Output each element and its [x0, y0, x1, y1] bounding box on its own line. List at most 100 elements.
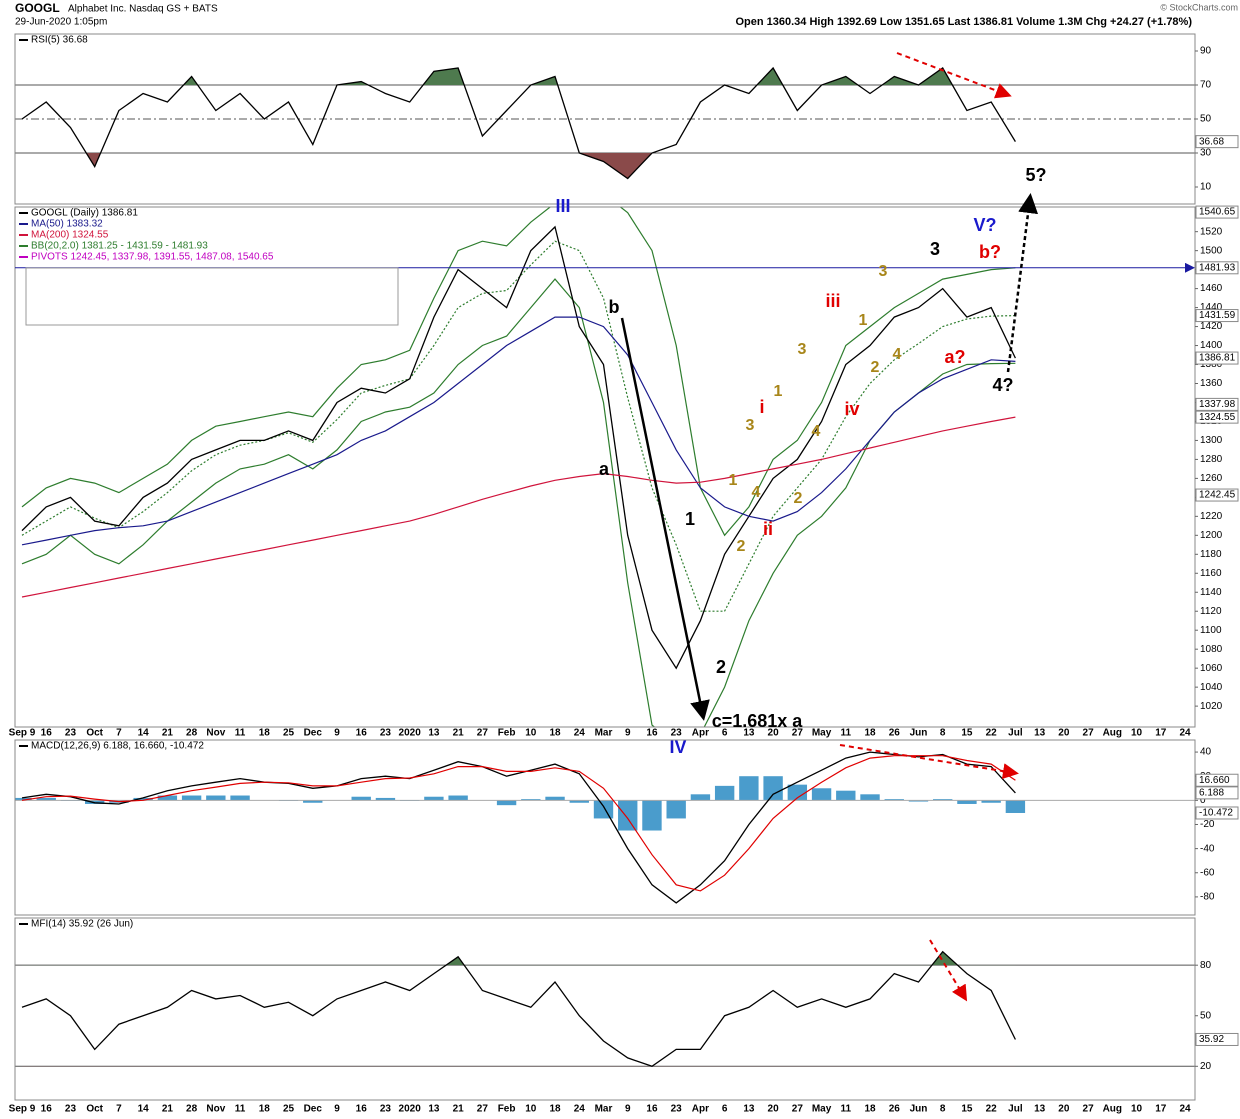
x-tick-label: 21 — [453, 1104, 465, 1115]
series-line — [21, 225, 1016, 670]
panel-frame — [14, 917, 1196, 1101]
y-tick-label: -20 — [1200, 819, 1215, 830]
axis-marker-label: 16.660 — [1199, 775, 1230, 786]
histogram-bar — [908, 800, 929, 802]
y-tick-label: -40 — [1200, 843, 1215, 854]
x-tick-label: 22 — [986, 1104, 998, 1115]
axis-marker-label: 36.68 — [1199, 136, 1224, 147]
histogram-bar — [981, 800, 1001, 803]
y-tick-label: 1380 — [1200, 359, 1223, 370]
histogram-bar — [642, 800, 662, 831]
x-tick-label: 13 — [1034, 1104, 1046, 1115]
histogram-bar — [787, 784, 808, 801]
overbought-fill — [22, 68, 1016, 85]
x-tick-label: 21 — [162, 728, 174, 739]
histogram-bar — [957, 800, 977, 804]
y-tick-label: 1220 — [1200, 511, 1223, 522]
histogram-bar — [303, 800, 323, 803]
x-tick-label: 18 — [864, 1104, 876, 1115]
band-lower — [21, 278, 1016, 727]
y-tick-label: 1200 — [1200, 530, 1223, 541]
wave-label: 3 — [930, 239, 940, 259]
x-tick-label: 25 — [283, 1104, 295, 1115]
x-tick-label: May — [812, 1104, 832, 1115]
series-line — [21, 751, 1016, 904]
legend-label: MFI(14) 35.92 (26 Jun) — [31, 919, 133, 930]
wave-label: i — [759, 397, 764, 417]
x-tick-label: 18 — [864, 728, 876, 739]
x-tick-label: 27 — [1083, 1104, 1095, 1115]
y-tick-label: 1100 — [1200, 625, 1222, 636]
x-tick-label: 18 — [259, 1104, 271, 1115]
histogram-bar — [36, 797, 56, 801]
axis-marker-box — [1195, 773, 1239, 787]
x-tick-label: Apr — [692, 1104, 709, 1115]
histogram-bar — [424, 796, 444, 801]
x-tick-label: 13 — [428, 728, 440, 739]
x-tick-label: 22 — [986, 728, 998, 739]
wave-label: 4? — [992, 375, 1013, 395]
x-tick-label: 27 — [477, 728, 489, 739]
histogram-bar — [714, 785, 735, 801]
x-tick-label: 8 — [940, 728, 946, 739]
wave-label: IV — [669, 737, 686, 757]
panel — [15, 950, 1195, 1068]
x-tick-label: 15 — [961, 1104, 973, 1115]
x-tick-label: Nov — [206, 1104, 225, 1115]
histogram-bar — [133, 797, 153, 801]
y-tick-label: -60 — [1200, 867, 1215, 878]
x-tick-label: 18 — [549, 728, 561, 739]
x-tick-label: Jul — [1008, 728, 1023, 739]
wave-label: V? — [973, 215, 996, 235]
legend-label: MA(50) 1383.32 — [31, 219, 103, 230]
y-tick-label: 90 — [1200, 46, 1212, 57]
band-upper — [21, 207, 1016, 537]
y-tick-label: 10 — [1200, 182, 1212, 193]
x-tick-label: 21 — [453, 728, 465, 739]
x-tick-label: 23 — [380, 728, 392, 739]
x-tick-label: Feb — [498, 1104, 516, 1115]
axis-marker-label: 35.92 — [1199, 1034, 1224, 1045]
x-tick-label: 9 — [625, 728, 631, 739]
wave-label: a — [599, 459, 610, 479]
x-tick-label: Dec — [304, 1104, 323, 1115]
x-tick-label: 21 — [162, 1104, 174, 1115]
x-tick-label: 26 — [889, 1104, 901, 1115]
x-tick-label: 13 — [1034, 728, 1046, 739]
x-tick-label: 16 — [646, 728, 658, 739]
wave-label: 1 — [685, 509, 695, 529]
histogram-bar — [690, 794, 711, 801]
legend-label: RSI(5) 36.68 — [31, 35, 88, 46]
y-tick-label: 70 — [1200, 80, 1212, 91]
wave-label: 3 — [746, 417, 755, 434]
wave-label: 3 — [798, 341, 807, 358]
x-tick-label: 13 — [743, 1104, 755, 1115]
x-tick-label: 17 — [1155, 1104, 1167, 1115]
wave-5-arrow — [1006, 193, 1039, 373]
x-tick-label: 16 — [41, 1104, 53, 1115]
x-tick-label: Oct — [86, 728, 103, 739]
wave-label: 2 — [794, 490, 803, 507]
x-tick-label: 14 — [138, 1104, 150, 1115]
mfi-arrow — [929, 939, 968, 1002]
x-tick-label: 16 — [41, 728, 53, 739]
axis-marker-label: 1337.98 — [1199, 399, 1236, 410]
x-tick-label: 9 — [334, 1104, 340, 1115]
x-tick-label: Mar — [595, 1104, 613, 1115]
x-tick-label: 24 — [574, 728, 586, 739]
x-tick-label: Oct — [86, 1104, 103, 1115]
x-tick-label: 26 — [889, 728, 901, 739]
histogram-bar — [763, 776, 783, 801]
wave-label: 1 — [859, 312, 868, 329]
wave-label: 2 — [737, 538, 746, 555]
wave-label: 2 — [716, 657, 726, 677]
x-tick-label: 20 — [1058, 728, 1070, 739]
x-tick-label: 11 — [235, 1104, 246, 1115]
axis-marker-box — [1195, 806, 1239, 820]
x-tick-label: Nov — [206, 728, 225, 739]
x-tick-label: 10 — [1131, 728, 1143, 739]
x-tick-label: 27 — [792, 1104, 804, 1115]
x-tick-label: 13 — [743, 728, 755, 739]
x-tick-label: 20 — [768, 728, 780, 739]
